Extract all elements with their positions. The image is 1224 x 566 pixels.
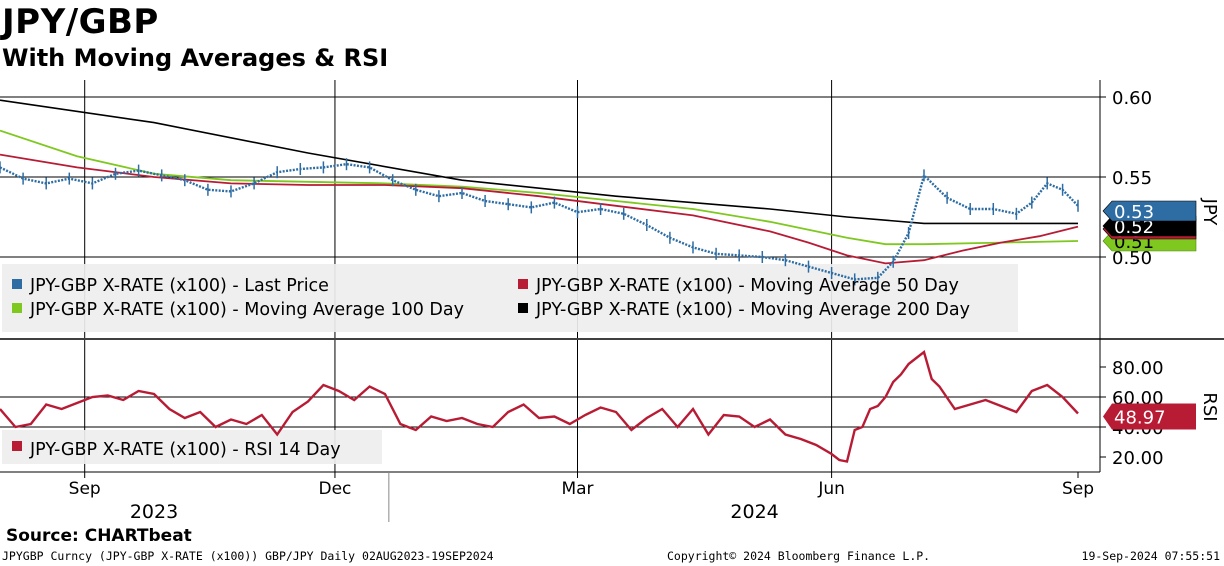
legend-swatch-rsi bbox=[12, 441, 22, 451]
series-line-ma100 bbox=[0, 129, 1079, 246]
tag-label-ma200: 0.52 bbox=[1114, 217, 1154, 238]
legend-label-rsi: JPY-GBP X-RATE (x100) - RSI 14 Day bbox=[29, 440, 341, 460]
tag-label-rsi: 48.97 bbox=[1114, 408, 1166, 429]
source-note: Source: CHARTbeat bbox=[6, 526, 192, 546]
year-label: 2023 bbox=[130, 501, 178, 523]
series-line-ma200 bbox=[0, 99, 1078, 225]
legend-box-rsi bbox=[2, 430, 382, 464]
last-value-tag-rsi: 48.97 bbox=[1103, 403, 1196, 430]
footer-copyright: Copyright© 2024 Bloomberg Finance L.P. bbox=[667, 549, 931, 563]
x-tick-label: Sep bbox=[69, 479, 101, 499]
tag-shape-price bbox=[1102, 200, 1197, 222]
legend-swatch-ma200 bbox=[518, 303, 528, 313]
y-axis-label-main: JPY bbox=[1199, 198, 1220, 227]
chart-title: JPY/GBP bbox=[2, 2, 159, 42]
y-tick-label-rsi: 80.00 bbox=[1112, 358, 1164, 379]
legend-box-main bbox=[2, 264, 1018, 332]
legend-swatch-price bbox=[12, 279, 22, 289]
y-tick-label-main: 0.50 bbox=[1112, 248, 1152, 269]
series-line-price bbox=[0, 162, 1079, 281]
x-tick-label: Dec bbox=[318, 479, 351, 499]
y-tick-label-main: 0.60 bbox=[1112, 88, 1152, 109]
footer-timestamp: 19-Sep-2024 07:55:51 bbox=[1081, 549, 1220, 563]
legend-swatch-ma50 bbox=[518, 279, 528, 289]
tag-label-price: 0.53 bbox=[1114, 202, 1154, 223]
footer-security-info: JPYGBP Curncy (JPY-GBP X-RATE (x100)) GB… bbox=[2, 549, 494, 563]
y-tick-label-main: 0.55 bbox=[1112, 168, 1152, 189]
year-label: 2024 bbox=[730, 501, 778, 523]
series-line-rsi bbox=[0, 349, 1079, 463]
y-axis-label-rsi: RSI bbox=[1199, 392, 1220, 421]
last-value-tag-price: 0.53 bbox=[1102, 200, 1197, 223]
legend-label-ma50: JPY-GBP X-RATE (x100) - Moving Average 5… bbox=[535, 276, 959, 296]
x-tick-label: Jun bbox=[817, 479, 845, 499]
chart-subtitle: With Moving Averages & RSI bbox=[2, 44, 389, 72]
legend-label-ma200: JPY-GBP X-RATE (x100) - Moving Average 2… bbox=[535, 300, 970, 320]
legend-label-ma100: JPY-GBP X-RATE (x100) - Moving Average 1… bbox=[29, 300, 464, 320]
x-tick-label: Mar bbox=[561, 479, 593, 499]
series-line-ma50 bbox=[0, 153, 1079, 265]
legend-label-price: JPY-GBP X-RATE (x100) - Last Price bbox=[29, 276, 329, 296]
y-tick-label-rsi: 20.00 bbox=[1112, 448, 1164, 469]
x-tick-label: Sep bbox=[1062, 479, 1094, 499]
legend-swatch-ma100 bbox=[12, 303, 22, 313]
tag-shape-rsi bbox=[1103, 403, 1196, 430]
